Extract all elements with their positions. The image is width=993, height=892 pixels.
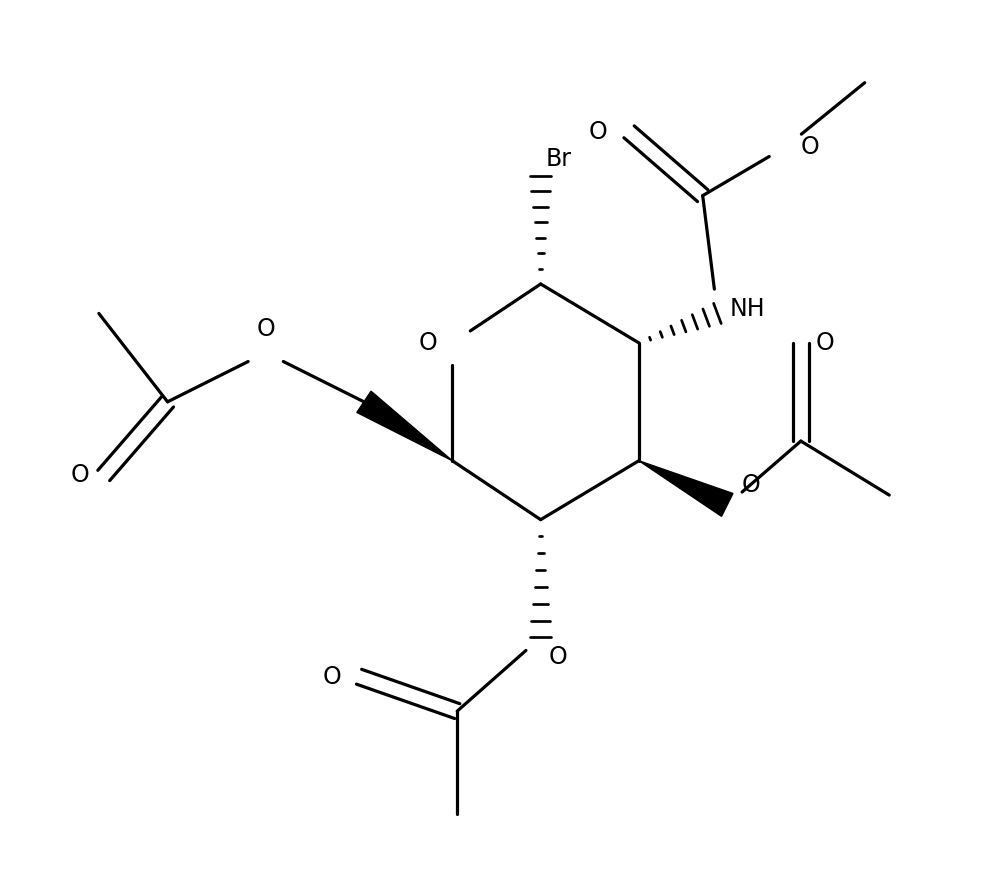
Text: O: O (815, 331, 834, 355)
Polygon shape (638, 461, 733, 516)
Text: O: O (589, 120, 608, 144)
Text: O: O (419, 331, 438, 355)
Polygon shape (356, 392, 453, 461)
Text: O: O (742, 473, 761, 497)
Text: O: O (801, 135, 819, 159)
Text: NH: NH (729, 296, 765, 320)
Text: Br: Br (545, 147, 572, 171)
Text: O: O (71, 464, 89, 487)
Text: O: O (323, 665, 342, 689)
Text: O: O (548, 645, 567, 669)
Text: O: O (256, 317, 275, 341)
